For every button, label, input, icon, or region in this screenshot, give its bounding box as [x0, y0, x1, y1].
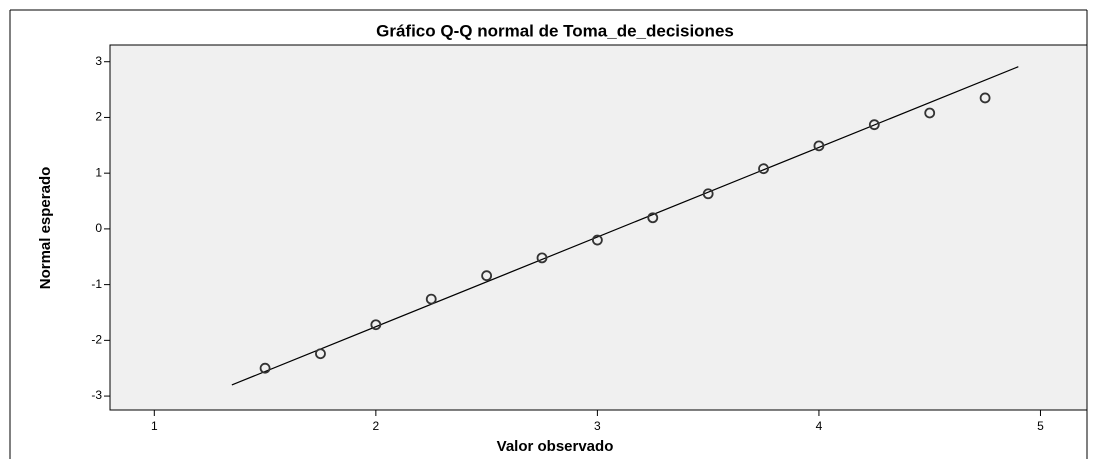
point [481, 270, 493, 282]
point [536, 252, 548, 264]
point [813, 140, 825, 152]
plot-area [109, 44, 1088, 411]
point [315, 348, 326, 360]
y-tick-label: -1 [91, 277, 102, 291]
point [868, 119, 880, 131]
point [924, 107, 936, 119]
chart-title: Gráfico Q-Q normal de Toma_de_decisiones [376, 21, 734, 40]
y-tick-label: 1 [95, 165, 102, 179]
point [591, 234, 603, 246]
y-axis-label: Normal esperado [37, 167, 54, 290]
point [758, 163, 769, 175]
point [702, 188, 714, 200]
x-tick-label: 1 [151, 419, 158, 433]
x-tick-label: 5 [1037, 419, 1044, 433]
x-tick-label: 2 [373, 419, 380, 433]
point [425, 293, 437, 305]
x-tick-label: 3 [594, 419, 601, 433]
y-tick-label: 2 [95, 110, 102, 124]
y-tick-label: 0 [95, 221, 102, 235]
point [647, 212, 659, 224]
x-tick-label: 4 [816, 419, 823, 433]
y-tick-label: 3 [95, 54, 102, 68]
point [979, 92, 991, 104]
x-axis-label: Valor observado [497, 438, 614, 455]
y-tick-label: -2 [91, 333, 102, 347]
point [370, 319, 382, 331]
point [259, 362, 271, 374]
reference-line [231, 66, 1019, 386]
y-tick-label: -3 [91, 388, 102, 402]
